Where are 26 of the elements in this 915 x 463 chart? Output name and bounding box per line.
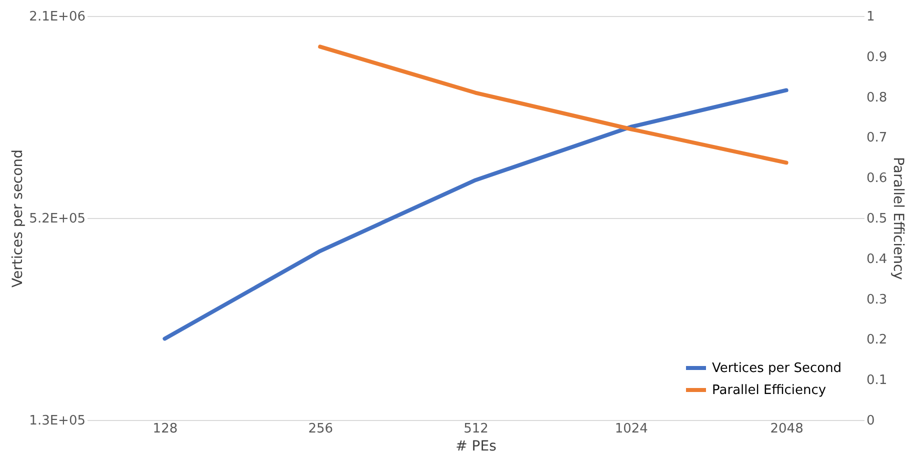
y-tick-label: 2.1E+06 — [29, 10, 86, 24]
y-tick-label: 1.3E+05 — [29, 414, 86, 428]
y2-tick-label: 0.7 — [866, 130, 888, 146]
y2-tick-label: 0.8 — [866, 90, 888, 106]
x-tick-label: 1024 — [614, 422, 648, 436]
line-series — [318, 44, 788, 165]
y2-tick-label: 0.6 — [866, 171, 888, 186]
y2-axis-title: Parallel Efficiency — [890, 157, 906, 280]
y2-tick-label: 0.4 — [866, 252, 888, 267]
x-tick-label: 256 — [308, 422, 334, 436]
line-series — [162, 88, 788, 341]
y2-tick-label: 0.3 — [866, 292, 888, 308]
legend-label: Parallel Efficiency — [712, 383, 826, 398]
y-tick-label: 5.2E+05 — [29, 212, 86, 226]
x-tick-label: 2048 — [770, 422, 804, 436]
x-tick-label: 128 — [152, 422, 178, 436]
y2-tick-label: 0.5 — [866, 212, 888, 226]
x-tick-label: 512 — [464, 422, 488, 436]
y2-tick-label: 0.9 — [866, 50, 888, 65]
x-axis-title: # PEs — [456, 438, 496, 454]
y2-tick-label: 1 — [866, 10, 875, 24]
legend-label: Vertices per Second — [712, 361, 842, 376]
y2-tick-label: 0.1 — [866, 373, 888, 388]
y2-tick-label: 0 — [866, 414, 875, 428]
y-axis-title: Vertices per second — [10, 150, 26, 288]
y2-tick-label: 0.2 — [866, 332, 888, 348]
